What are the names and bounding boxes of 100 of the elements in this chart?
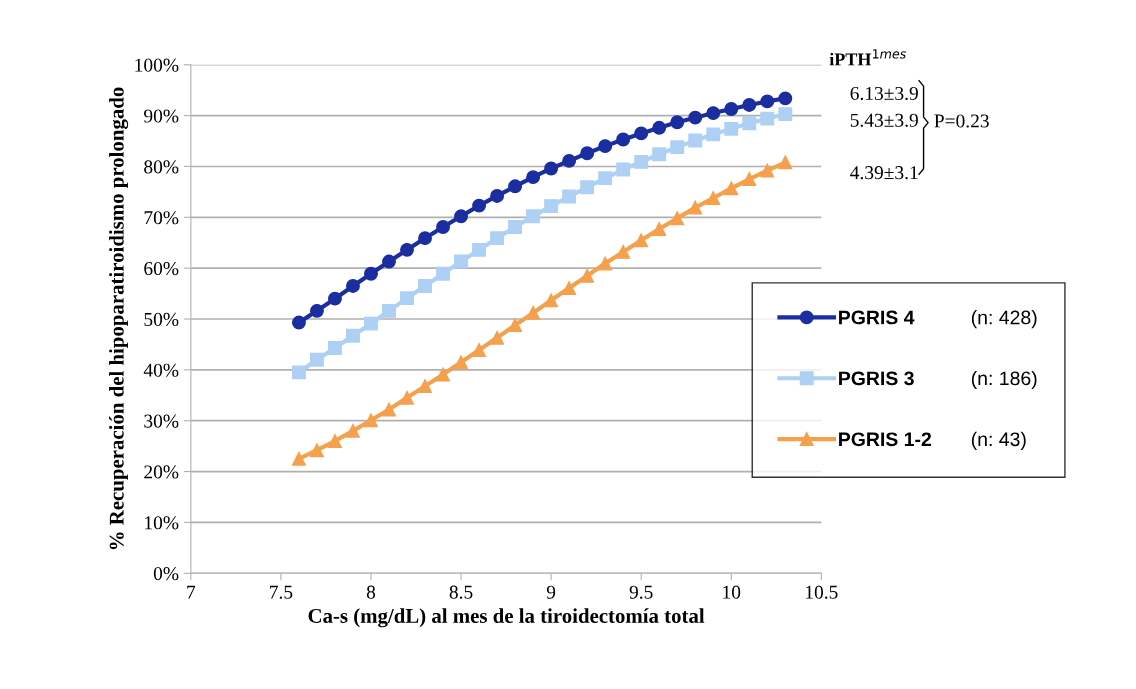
point [760,163,775,178]
legend-label: PGRIS 1-2 [839,432,932,447]
point [418,279,432,293]
point [688,200,703,215]
point [364,316,378,331]
point [309,303,324,318]
point [544,293,559,308]
point [778,91,793,106]
point [688,110,703,125]
point [598,171,613,186]
y-tick-label: 40% [143,363,179,377]
point [652,120,667,135]
point [652,222,667,236]
point [382,303,396,318]
x-tick-label: 8 [366,585,376,599]
point [490,189,505,203]
point [778,107,793,122]
point [742,116,757,131]
legend-label: PGRIS 3 [839,371,914,386]
point [724,102,739,116]
point [309,443,324,458]
point [328,291,342,306]
point [490,231,505,246]
point [598,139,613,154]
point [706,106,721,121]
y-tick-label: 0% [153,567,179,581]
point [706,127,721,142]
y-tick-label: 20% [144,465,179,479]
text: 5.43±3.9 [850,113,918,127]
point [670,211,685,226]
y-tick-label: 100% [135,58,179,72]
point [616,132,631,147]
point [724,121,739,136]
point [364,266,378,281]
y-tick-label: 90% [144,109,179,123]
point [706,191,721,205]
point [616,244,631,259]
point [382,402,396,417]
legend-label: PGRIS 4 [839,310,915,325]
point [418,379,432,394]
point [436,220,450,234]
x-tick-label: 9 [546,585,556,599]
point [291,451,306,466]
point [526,209,541,224]
point [670,115,685,130]
y-tick-label: 30% [144,414,179,428]
text: (n: 186) [971,370,1037,390]
point [634,154,649,169]
point [291,315,306,330]
point [436,266,450,281]
y-axis-title: % Recuperación del hipoparatiroidismo prolongado [109,87,129,550]
point [634,126,649,141]
point [454,355,468,370]
x-tick-label: 10 [723,585,741,599]
point [508,220,523,234]
point [598,256,613,271]
x-tick-label: 8.5 [449,585,473,599]
point [490,330,505,345]
x-axis-title: Ca-s (mg/dL) al mes de la tiroidectomía total [308,608,705,628]
x-tick-label: 7.5 [270,585,293,599]
text: (n: 428) [971,310,1037,329]
text: iPTH$^{1mes}$ [829,49,907,66]
point [580,268,595,283]
point [400,291,414,306]
point [508,179,523,194]
point [670,140,685,155]
text: (n: 43) [971,431,1026,450]
point [472,198,487,213]
text: 6.13±3.9 [850,86,918,101]
point [436,367,450,382]
y-tick-label: 80% [144,160,179,174]
point [346,328,360,343]
point [508,318,523,333]
point [418,231,432,246]
point [562,189,577,204]
point [562,281,577,295]
point [724,181,739,196]
point [652,147,667,162]
y-tick-label: 70% [144,211,179,225]
point [472,343,487,357]
point [346,279,360,293]
point [760,94,775,109]
point [688,133,703,148]
x-tick-label: 7 [187,585,196,599]
point [328,341,342,355]
point [400,242,414,257]
point [634,233,649,248]
text: P=0.23 [934,114,989,128]
point [580,146,595,161]
x-tick-label: 9.5 [629,585,653,599]
point [616,162,631,177]
point [544,199,559,214]
point [778,155,793,170]
point [544,161,559,176]
point [742,172,757,187]
point [562,153,577,168]
x-tick-label: 10.5 [806,585,838,599]
point [346,423,360,438]
y-tick-label: 10% [145,516,179,530]
point [454,254,468,269]
